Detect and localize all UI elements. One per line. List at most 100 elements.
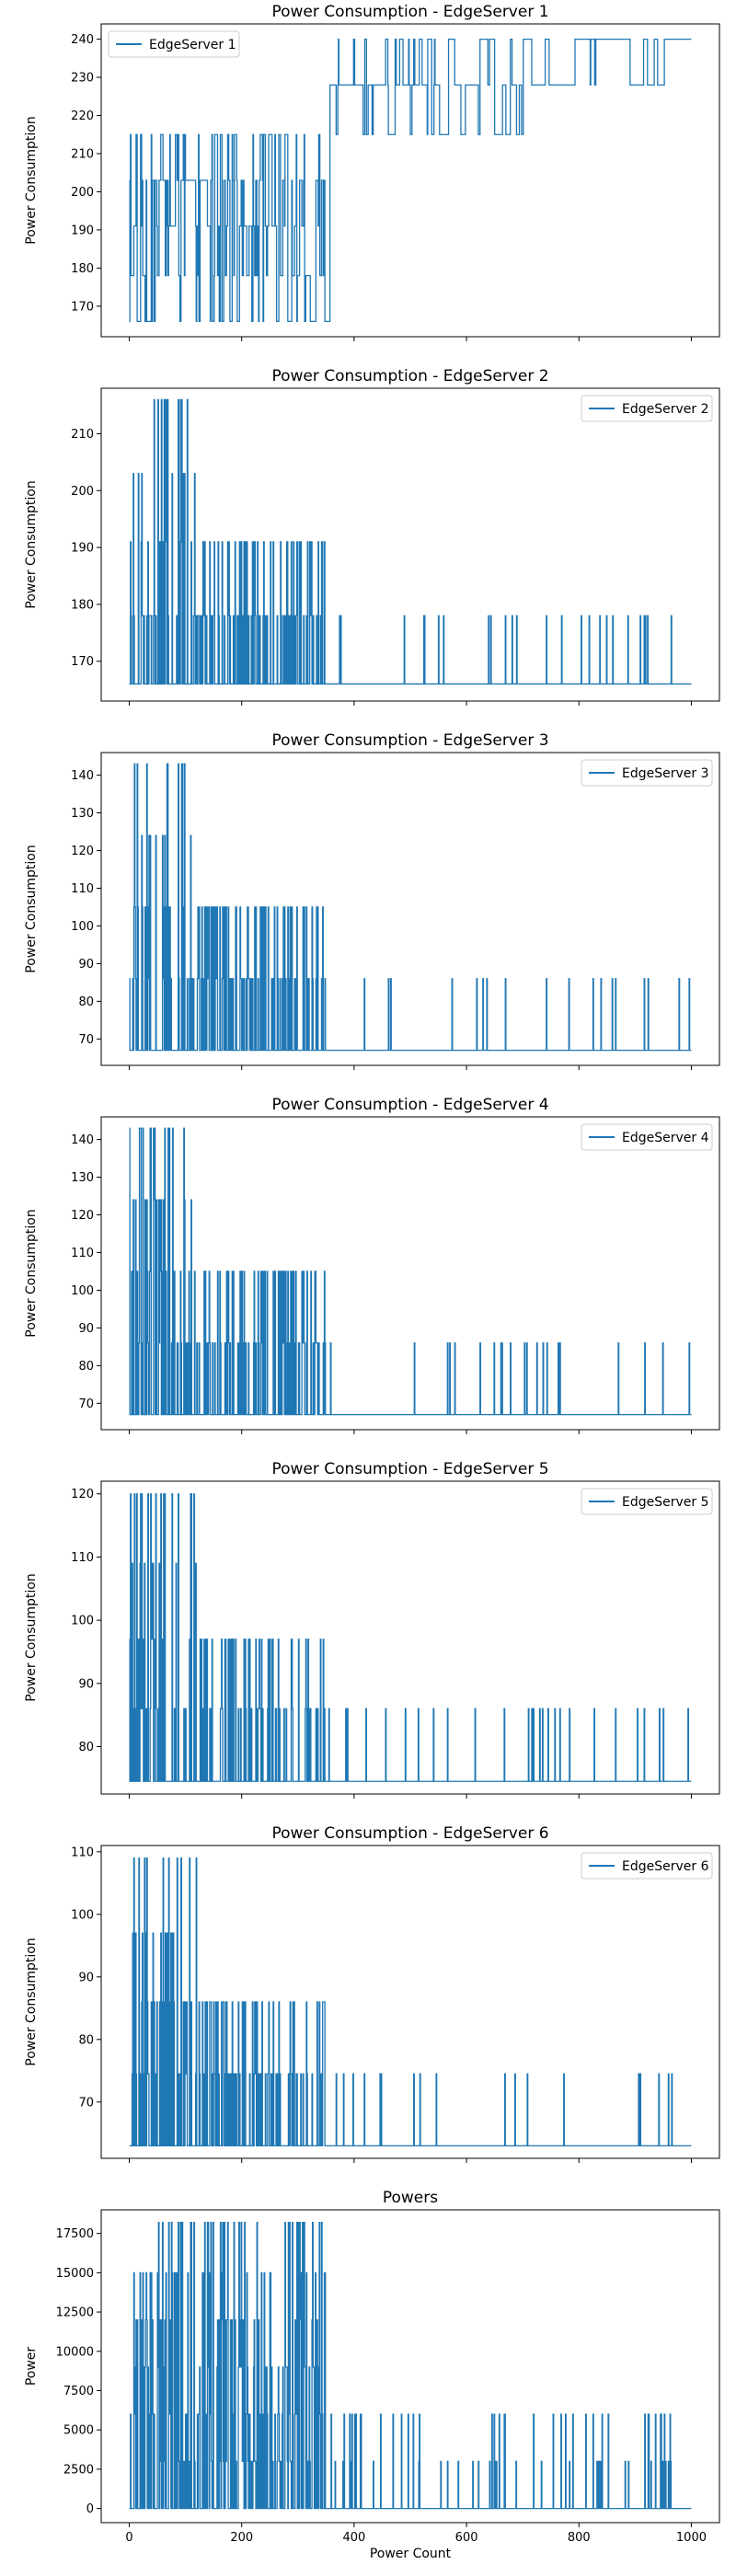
legend-label: EdgeServer 2 [622,402,709,417]
y-tick-label: 200 [71,186,94,200]
plot-frame [100,2209,720,2524]
y-tick-label: 100 [71,1284,94,1298]
y-axis-label: Power Consumption [24,1209,39,1338]
plot-frame [100,387,720,702]
y-tick-label: 170 [71,655,94,669]
legend-box [581,1488,713,1515]
y-tick-label: 140 [71,1133,94,1147]
legend-label: EdgeServer 3 [622,766,709,781]
x-axis-label: Power Count [370,2547,452,2561]
legend-box [581,1123,713,1151]
series-line [129,1857,692,2147]
y-tick-label: 140 [71,769,94,783]
y-tick-label: 90 [78,1677,94,1691]
plot-frame [100,1480,720,1795]
y-tick-label: 80 [78,1360,94,1374]
legend-box [581,759,713,787]
chart-title: Power Consumption - EdgeServer 3 [271,731,548,750]
chart-panel-3: Power Consumption - EdgeServer 3 Power Co… [24,731,720,1070]
x-tick-label: 400 [342,2531,365,2545]
y-tick-label: 240 [71,33,94,47]
series-line [129,2222,692,2510]
y-tick-label: 70 [78,1033,94,1047]
y-tick-label: 100 [71,1908,94,1922]
chart-title: Powers [383,2189,438,2207]
y-tick-label: 180 [71,262,94,276]
y-tick-label: 70 [78,2096,94,2110]
y-tick-label: 220 [71,109,94,123]
chart-panel-5: Power Consumption - EdgeServer 5 Power Co… [24,1460,720,1799]
legend-label: EdgeServer 5 [622,1495,709,1510]
series-line [129,38,692,323]
y-tick-label: 15000 [56,2267,94,2281]
y-tick-label: 90 [78,1322,94,1336]
y-tick-label: 0 [86,2502,94,2516]
legend-label: EdgeServer 4 [622,1131,709,1145]
y-tick-label: 70 [78,1397,94,1411]
y-tick-label: 90 [78,958,94,972]
legend-box [581,395,713,422]
legend: EdgeServer 6 [581,1852,713,1880]
legend-box [108,30,240,58]
y-tick-label: 110 [71,882,94,896]
legend-label: EdgeServer 1 [149,38,236,52]
y-tick-label: 5000 [63,2424,94,2438]
y-tick-label: 130 [71,1171,94,1185]
plot-frame [100,1116,720,1431]
x-tick-label: 0 [125,2531,132,2545]
x-tick-label: 200 [230,2531,253,2545]
chart-panel-4: Power Consumption - EdgeServer 4 Power Co… [24,1096,720,1434]
y-tick-label: 110 [71,1846,94,1859]
y-axis-label: Power Consumption [24,1938,39,2066]
y-tick-label: 100 [71,1615,94,1628]
y-tick-label: 120 [71,845,94,858]
chart-title: Power Consumption - EdgeServer 1 [271,3,548,21]
y-tick-label: 90 [78,1971,94,1984]
y-tick-label: 210 [71,147,94,161]
x-tick-label: 1000 [676,2531,707,2545]
y-tick-label: 190 [71,542,94,556]
chart-panel-1: Power Consumption - EdgeServer 1 Power Co… [24,3,720,341]
y-axis-label: Power [24,2347,39,2386]
y-tick-label: 110 [71,1247,94,1260]
y-axis-label: Power Consumption [24,1573,39,1702]
x-tick-label: 800 [568,2531,591,2545]
chart-panel-6: Power Consumption - EdgeServer 6 Power Co… [24,1824,720,2163]
y-axis-label: Power Consumption [24,480,39,609]
series-line [129,1493,692,1782]
legend: EdgeServer 2 [581,395,713,422]
chart-panel-7: PowersPower02500500075001000012500150001… [24,2189,720,2561]
y-tick-label: 80 [78,995,94,1009]
legend: EdgeServer 4 [581,1123,713,1151]
y-tick-label: 7500 [63,2385,94,2398]
legend: EdgeServer 5 [581,1488,713,1515]
y-tick-label: 120 [71,1209,94,1223]
legend: EdgeServer 3 [581,759,713,787]
series-line [129,398,692,685]
legend: EdgeServer 1 [108,30,240,58]
y-tick-label: 17500 [56,2227,94,2241]
y-tick-label: 80 [78,2033,94,2047]
y-tick-label: 80 [78,1741,94,1754]
y-tick-label: 120 [71,1488,94,1501]
plot-frame [100,1845,720,2159]
y-tick-label: 130 [71,807,94,821]
legend-label: EdgeServer 6 [622,1859,709,1874]
y-axis-label: Power Consumption [24,845,39,973]
chart-title: Power Consumption - EdgeServer 5 [271,1460,548,1478]
chart-title: Power Consumption - EdgeServer 6 [271,1824,548,1843]
y-tick-label: 100 [71,920,94,934]
plot-frame [100,752,720,1066]
chart-panel-2: Power Consumption - EdgeServer 2 Power Co… [24,367,720,706]
y-axis-label: Power Consumption [24,116,39,245]
legend-box [581,1852,713,1880]
y-tick-label: 12500 [56,2306,94,2320]
y-tick-label: 2500 [63,2463,94,2477]
y-tick-label: 200 [71,485,94,499]
y-tick-label: 110 [71,1551,94,1565]
y-tick-label: 10000 [56,2345,94,2359]
chart-title: Power Consumption - EdgeServer 2 [271,367,548,385]
y-tick-label: 170 [71,300,94,314]
chart-title: Power Consumption - EdgeServer 4 [271,1096,548,1114]
